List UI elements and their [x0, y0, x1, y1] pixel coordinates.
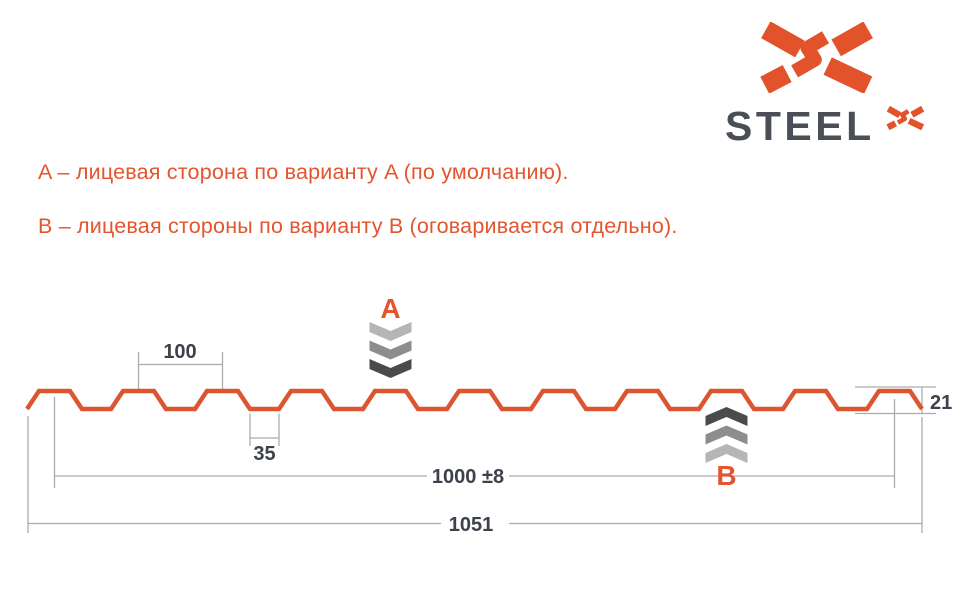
steelx-logo-icon	[760, 22, 873, 93]
dimension-lines	[27, 352, 936, 533]
chevron-a-2	[369, 340, 412, 360]
logo-arm-top-left	[761, 22, 805, 58]
logo-arm-top-right	[831, 22, 873, 57]
steelx-sup-x-icon	[886, 106, 925, 130]
marker-a-label: A	[380, 293, 400, 324]
chevron-b-1	[705, 407, 748, 426]
legend-line-a: A – лицевая сторона по варианту A (по ум…	[38, 160, 569, 184]
logo-arm-bottom-right	[823, 57, 873, 93]
dim-working-width-label: 1000 ±8	[432, 466, 504, 488]
chevron-a-3	[369, 359, 412, 378]
dim-overall-width-label: 1051	[449, 514, 494, 536]
marker-b-label: B	[716, 460, 736, 491]
logo-arm-bottom-left	[760, 64, 792, 93]
brand-name: STEEL	[725, 103, 875, 149]
logo-bolt	[791, 31, 830, 78]
dim-valley-label: 35	[253, 443, 275, 465]
sheet-profile-line	[25, 388, 924, 412]
side-a-chevrons-icon	[369, 322, 412, 378]
brand-logo: STEEL	[725, 104, 875, 148]
dim-height-label: 21	[930, 392, 952, 414]
side-b-chevrons-icon	[705, 407, 748, 463]
chevron-b-2	[705, 425, 748, 445]
chevron-b-3	[705, 444, 748, 463]
dim-pitch-label: 100	[163, 341, 196, 363]
legend-line-b: B – лицевая стороны по варианту B (огова…	[38, 214, 678, 238]
chevron-a-1	[369, 322, 412, 341]
